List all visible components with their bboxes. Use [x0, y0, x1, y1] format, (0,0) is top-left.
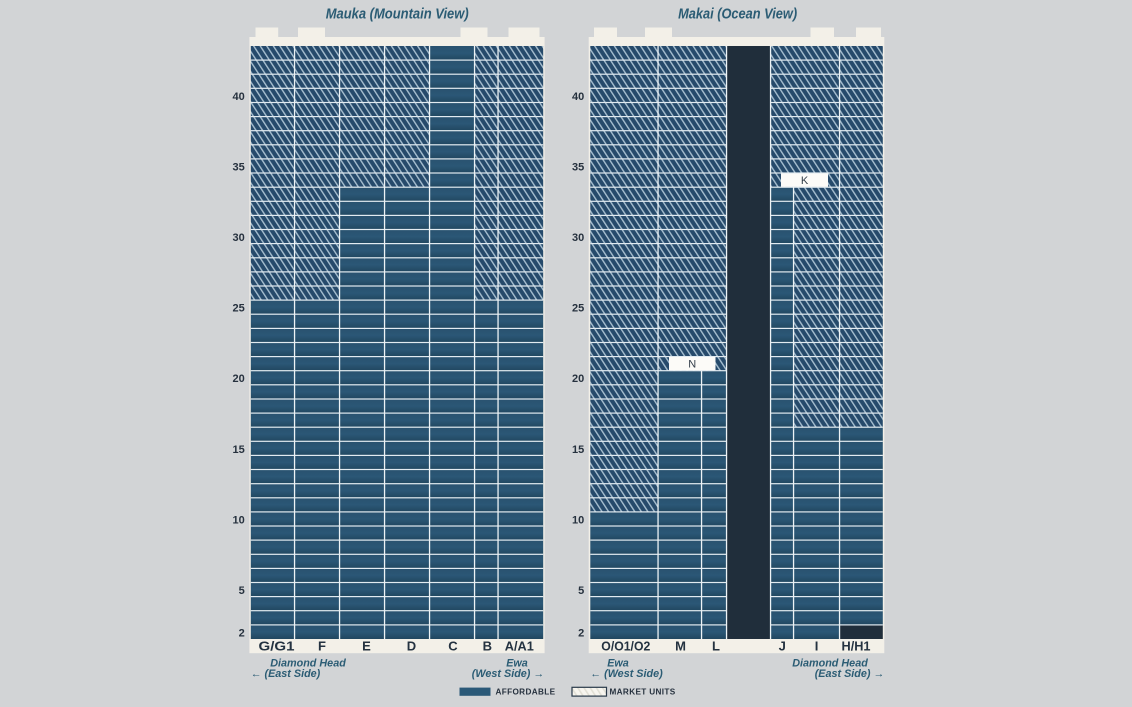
svg-text:10: 10	[233, 514, 245, 526]
svg-text:2: 2	[578, 627, 584, 639]
svg-text:40: 40	[233, 91, 245, 103]
svg-text:35: 35	[233, 161, 245, 173]
svg-text:20: 20	[572, 373, 584, 385]
svg-text:Mauka (Mountain View): Mauka (Mountain View)	[326, 7, 469, 23]
svg-text:Diamond Head: Diamond Head	[792, 658, 868, 670]
svg-text:L: L	[712, 639, 720, 654]
svg-text:AFFORDABLE: AFFORDABLE	[496, 687, 556, 696]
svg-text:5: 5	[239, 585, 245, 597]
svg-text:25: 25	[233, 303, 245, 315]
svg-text:40: 40	[572, 91, 584, 103]
svg-text:10: 10	[572, 514, 584, 526]
svg-text:(East Side) →: (East Side) →	[815, 668, 885, 680]
svg-text:G/G1: G/G1	[259, 639, 295, 654]
svg-text:F: F	[318, 639, 326, 654]
svg-text:Makai (Ocean View): Makai (Ocean View)	[678, 7, 797, 23]
svg-text:30: 30	[572, 232, 584, 244]
svg-text:Ewa: Ewa	[506, 658, 528, 670]
svg-text:25: 25	[572, 303, 584, 315]
svg-text:(West Side) →: (West Side) →	[472, 668, 544, 680]
svg-text:A/A1: A/A1	[505, 639, 534, 654]
svg-text:C: C	[448, 639, 458, 654]
svg-text:B: B	[483, 639, 492, 654]
svg-text:20: 20	[233, 373, 245, 385]
svg-text:5: 5	[578, 585, 584, 597]
svg-text:MARKET UNITS: MARKET UNITS	[610, 687, 676, 696]
svg-text:15: 15	[233, 444, 245, 456]
svg-text:15: 15	[572, 444, 584, 456]
svg-text:N: N	[688, 358, 696, 370]
svg-text:← (West Side): ← (West Side)	[590, 668, 663, 680]
svg-text:O/O1/O2: O/O1/O2	[601, 639, 650, 654]
svg-text:K: K	[801, 175, 809, 187]
svg-text:Ewa: Ewa	[607, 658, 629, 670]
svg-text:M: M	[675, 639, 686, 654]
svg-text:D: D	[407, 639, 416, 654]
svg-text:2: 2	[239, 627, 245, 639]
svg-text:I: I	[815, 639, 819, 654]
svg-text:J: J	[779, 639, 786, 654]
svg-text:30: 30	[233, 232, 245, 244]
svg-text:35: 35	[572, 161, 584, 173]
svg-text:E: E	[362, 639, 371, 654]
svg-text:H/H1: H/H1	[842, 639, 871, 654]
svg-text:← (East Side): ← (East Side)	[251, 668, 321, 680]
svg-text:Diamond Head: Diamond Head	[270, 658, 346, 670]
